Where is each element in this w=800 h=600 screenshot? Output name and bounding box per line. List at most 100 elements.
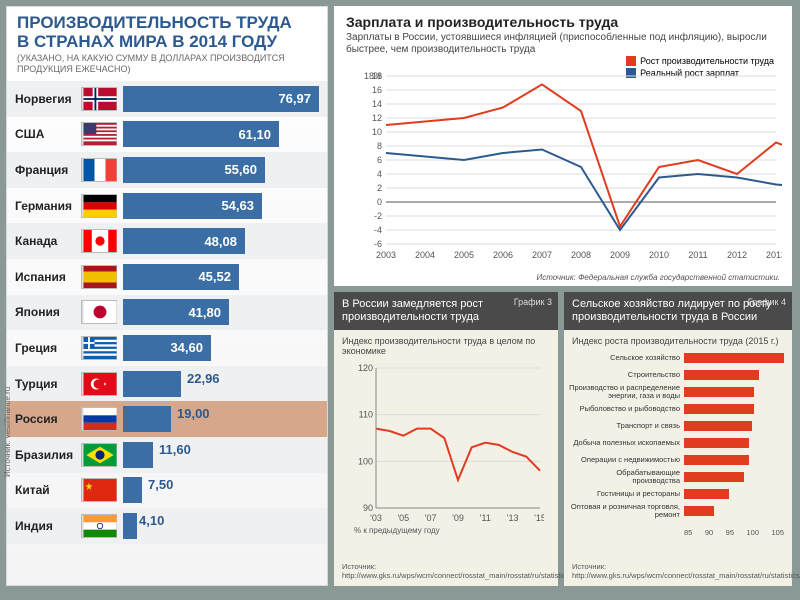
country-row: Франция 55,60 (7, 152, 327, 188)
left-source: Источник: vestifinance.ru (3, 387, 12, 477)
sector-bar (684, 421, 752, 431)
sector-row: Рыболовство и рыбоводство (568, 401, 788, 416)
sector-bar (684, 404, 754, 414)
sector-label: Добыча полезных ископаемых (568, 439, 684, 447)
country-row: Испания45,52 (7, 259, 327, 295)
country-row: Индия4,10 (7, 508, 327, 544)
sector-track (684, 472, 788, 482)
flag-icon (81, 87, 117, 111)
svg-text:100: 100 (358, 456, 373, 466)
country-row: Канада48,08 (7, 223, 327, 259)
svg-text:12: 12 (372, 113, 382, 123)
svg-text:-2: -2 (374, 211, 382, 221)
sector-bar (684, 506, 714, 516)
xaxis-tick: 105 (771, 528, 784, 542)
sector-row: Строительство (568, 367, 788, 382)
svg-text:2006: 2006 (493, 250, 513, 260)
country-name: Германия (7, 199, 81, 213)
value-label: 7,50 (148, 477, 173, 492)
value-bar: 55,60 (123, 157, 265, 183)
svg-text:'15: '15 (534, 513, 544, 523)
flag-icon (81, 478, 117, 502)
sector-label: Операции с недвижимостью (568, 456, 684, 464)
top-title: Зарплата и производительность труда (346, 14, 780, 30)
svg-text:2004: 2004 (415, 250, 435, 260)
bar-track: 11,60 (123, 442, 327, 468)
country-name: Япония (7, 305, 81, 319)
svg-text:2005: 2005 (454, 250, 474, 260)
flag-icon (81, 229, 117, 253)
country-rows: Норвегия76,97 США 61,10 Франция 55,60 Германи… (7, 81, 327, 544)
svg-text:-6: -6 (374, 239, 382, 249)
sector-label: Оптовая и розничная торговля, ремонт (568, 503, 684, 519)
svg-text:110: 110 (359, 410, 373, 420)
sector-track (684, 455, 788, 465)
sector-track (684, 370, 788, 380)
sector-bar (684, 387, 754, 397)
country-row: Турция 22,96 (7, 366, 327, 402)
flag-icon (81, 514, 117, 538)
value-bar: 76,97 (123, 86, 319, 112)
country-row: Германия 54,63 (7, 188, 327, 224)
bl-line-chart: 90100110120'03'05'07'09'11'13'15 (354, 364, 544, 524)
sector-label: Обрабатывающие производства (568, 469, 684, 485)
value-label: 22,96 (187, 371, 220, 386)
country-row: Бразилия11,60 (7, 437, 327, 473)
svg-text:16: 16 (372, 85, 382, 95)
xaxis-tick: 90 (705, 528, 713, 542)
sector-label: Производство и распределение энергии, га… (568, 384, 684, 400)
left-subtitle: (УКАЗАНО, НА КАКУЮ СУММУ В ДОЛЛАРАХ ПРОИ… (7, 51, 327, 81)
bl-tag: График 3 (514, 296, 552, 309)
bar-track: 54,63 (123, 193, 327, 219)
left-title: ПРОИЗВОДИТЕЛЬНОСТЬ ТРУДА В СТРАНАХ МИРА … (7, 7, 327, 51)
bar-track: 41,80 (123, 299, 327, 325)
value-label: 11,60 (159, 442, 191, 457)
svg-text:2008: 2008 (571, 250, 591, 260)
value-bar: 54,63 (123, 193, 262, 219)
svg-text:'03: '03 (370, 513, 382, 523)
br-source: Источник: http://www.gks.ru/wps/wcm/conn… (572, 562, 789, 580)
country-row: Норвегия76,97 (7, 81, 327, 117)
value-bar (123, 513, 137, 539)
value-bar (123, 406, 171, 432)
br-header: Сельское хозяйство лидирует по росту про… (564, 292, 792, 330)
sector-track (684, 387, 788, 397)
svg-text:'09: '09 (452, 513, 464, 523)
value-label: 4,10 (139, 513, 164, 528)
xaxis-tick: 100 (746, 528, 759, 542)
sector-label: Транспорт и связь (568, 422, 684, 430)
country-name: Франция (7, 163, 81, 177)
sector-bar (684, 455, 749, 465)
country-name: Россия (7, 412, 81, 426)
svg-text:-4: -4 (374, 225, 382, 235)
flag-icon (81, 443, 117, 467)
country-row: Россия19,00 (7, 401, 327, 437)
sector-row: Транспорт и связь (568, 418, 788, 433)
legend-swatch (626, 56, 636, 66)
sector-bars: Сельское хозяйство Строительство Производс… (568, 350, 788, 520)
bar-track: 4,10 (123, 513, 327, 539)
bar-track: 55,60 (123, 157, 327, 183)
br-xaxis: 859095100105 (684, 528, 784, 542)
svg-text:2: 2 (377, 183, 382, 193)
xaxis-tick: 85 (684, 528, 692, 542)
bar-track: 48,08 (123, 228, 327, 254)
country-row: США 61,10 (7, 117, 327, 153)
flag-icon (81, 265, 117, 289)
sector-productivity-panel: Сельское хозяйство лидирует по росту про… (564, 292, 792, 586)
country-row: Китай7,50 (7, 473, 327, 509)
productivity-by-country-panel: ПРОИЗВОДИТЕЛЬНОСТЬ ТРУДА В СТРАНАХ МИРА … (6, 6, 328, 586)
bar-track: 61,10 (123, 121, 327, 147)
value-bar: 45,52 (123, 264, 239, 290)
sector-row: Сельское хозяйство (568, 350, 788, 365)
value-bar: 61,10 (123, 121, 279, 147)
top-subtitle: Зарплаты в России, устоявшиеся инфляцией… (346, 32, 780, 56)
sector-bar (684, 438, 749, 448)
sector-track (684, 506, 788, 516)
sector-label: Гостиницы и рестораны (568, 490, 684, 498)
country-name: Турция (7, 377, 81, 391)
br-title: Сельское хозяйство лидирует по росту про… (572, 298, 771, 323)
svg-text:14: 14 (372, 99, 382, 109)
country-name: США (7, 127, 81, 141)
sector-label: Рыболовство и рыбоводство (568, 405, 684, 413)
